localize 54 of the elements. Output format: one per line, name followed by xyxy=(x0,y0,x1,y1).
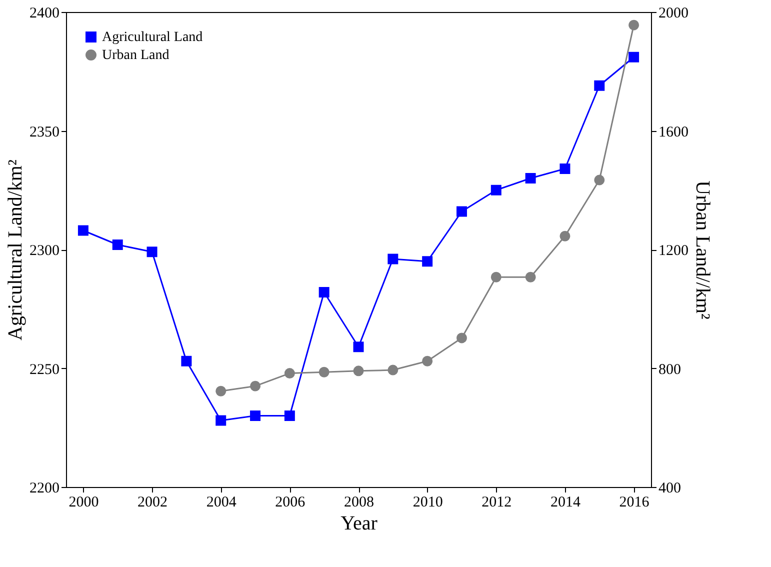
y-tick-label: 2200 xyxy=(30,480,60,496)
y2-tick-label: 1200 xyxy=(658,243,688,259)
point xyxy=(318,366,330,378)
point xyxy=(560,164,570,174)
point xyxy=(594,174,605,186)
x-tick-label: 2016 xyxy=(619,494,650,510)
x-tick-label: 2006 xyxy=(275,494,306,510)
point xyxy=(525,272,536,282)
point xyxy=(181,356,192,366)
legend-label: Urban Land xyxy=(102,48,170,63)
point xyxy=(250,380,261,392)
point xyxy=(628,52,640,62)
y-tick-label: 2300 xyxy=(30,243,60,259)
x-tick-label: 2010 xyxy=(412,494,443,510)
y2-tick-label: 1600 xyxy=(658,124,688,140)
point xyxy=(216,415,226,426)
x-tick-label: 2000 xyxy=(68,494,99,510)
x-tick-label: 2002 xyxy=(138,494,168,510)
point xyxy=(353,342,364,352)
point xyxy=(490,272,502,282)
point xyxy=(628,20,640,30)
point xyxy=(388,364,398,376)
y2-tick-label: 800 xyxy=(658,362,681,378)
point xyxy=(112,240,123,250)
y2-tick-label: 400 xyxy=(658,480,681,496)
point xyxy=(353,366,364,376)
point xyxy=(78,225,88,236)
y-tick-label: 2350 xyxy=(30,124,60,140)
y-axis-title: Agricultural Land/km² xyxy=(4,160,26,340)
point xyxy=(422,356,433,366)
point xyxy=(318,287,330,298)
x-tick-label: 2014 xyxy=(550,494,581,510)
point xyxy=(525,173,536,184)
y2-tick-label: 2000 xyxy=(658,6,688,22)
point xyxy=(456,332,467,344)
point xyxy=(388,254,398,264)
point xyxy=(594,80,605,91)
y-tick-label: 2400 xyxy=(30,6,60,22)
point xyxy=(456,206,467,217)
legend-label: Agricultural Land xyxy=(102,30,203,45)
point xyxy=(250,410,261,421)
x-tick-label: 2012 xyxy=(482,494,512,510)
x-tick-label: 2004 xyxy=(206,494,237,510)
x-tick-label: 2008 xyxy=(344,494,374,510)
y-tick-label: 2250 xyxy=(30,362,60,378)
y2-axis-title: Urban Land//km² xyxy=(692,180,714,320)
point xyxy=(422,256,433,267)
point xyxy=(490,184,502,196)
point xyxy=(560,230,570,242)
point xyxy=(284,368,295,379)
point xyxy=(216,386,226,396)
point xyxy=(284,410,295,421)
point xyxy=(146,246,158,258)
x-axis-title: Year xyxy=(340,512,378,534)
